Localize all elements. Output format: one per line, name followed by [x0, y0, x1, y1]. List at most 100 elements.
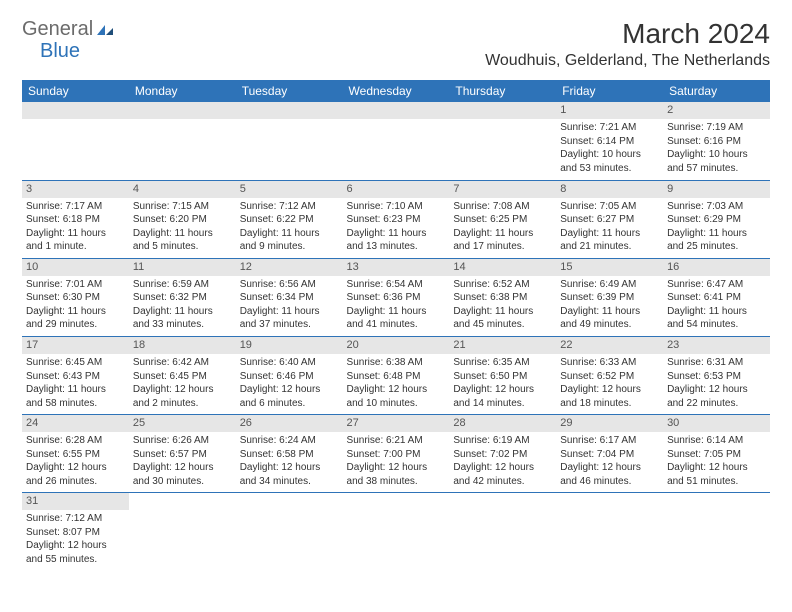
day-details: Sunrise: 7:12 AMSunset: 6:22 PMDaylight:… — [236, 198, 343, 258]
calendar-cell: 3Sunrise: 7:17 AMSunset: 6:18 PMDaylight… — [22, 180, 129, 258]
day-details: Sunrise: 6:26 AMSunset: 6:57 PMDaylight:… — [129, 432, 236, 492]
day-number: 9 — [663, 181, 770, 198]
calendar-cell: 11Sunrise: 6:59 AMSunset: 6:32 PMDayligh… — [129, 258, 236, 336]
calendar-week-row: 24Sunrise: 6:28 AMSunset: 6:55 PMDayligh… — [22, 415, 770, 493]
day-number: 20 — [343, 337, 450, 354]
calendar-cell: 6Sunrise: 7:10 AMSunset: 6:23 PMDaylight… — [343, 180, 450, 258]
weekday-header: Wednesday — [343, 80, 450, 102]
day-details: Sunrise: 6:52 AMSunset: 6:38 PMDaylight:… — [449, 276, 556, 336]
calendar-cell — [663, 493, 770, 571]
day-number: 29 — [556, 415, 663, 432]
calendar-cell: 26Sunrise: 6:24 AMSunset: 6:58 PMDayligh… — [236, 415, 343, 493]
day-number: 25 — [129, 415, 236, 432]
day-number: 12 — [236, 259, 343, 276]
day-number: 6 — [343, 181, 450, 198]
day-number: 3 — [22, 181, 129, 198]
day-details: Sunrise: 6:38 AMSunset: 6:48 PMDaylight:… — [343, 354, 450, 414]
calendar-table: SundayMondayTuesdayWednesdayThursdayFrid… — [22, 80, 770, 571]
day-number: 5 — [236, 181, 343, 198]
logo: General — [22, 18, 117, 41]
day-number: 4 — [129, 181, 236, 198]
day-number: 27 — [343, 415, 450, 432]
day-number-empty — [236, 102, 343, 119]
day-number: 16 — [663, 259, 770, 276]
day-details: Sunrise: 6:54 AMSunset: 6:36 PMDaylight:… — [343, 276, 450, 336]
day-details: Sunrise: 7:12 AMSunset: 8:07 PMDaylight:… — [22, 510, 129, 570]
logo-text-general: General — [22, 18, 93, 41]
day-details: Sunrise: 6:14 AMSunset: 7:05 PMDaylight:… — [663, 432, 770, 492]
day-number: 30 — [663, 415, 770, 432]
day-number: 10 — [22, 259, 129, 276]
day-details: Sunrise: 7:21 AMSunset: 6:14 PMDaylight:… — [556, 119, 663, 179]
day-number: 24 — [22, 415, 129, 432]
day-details: Sunrise: 6:24 AMSunset: 6:58 PMDaylight:… — [236, 432, 343, 492]
weekday-header: Monday — [129, 80, 236, 102]
day-number: 7 — [449, 181, 556, 198]
calendar-cell — [343, 102, 450, 180]
calendar-cell — [22, 102, 129, 180]
day-details: Sunrise: 6:56 AMSunset: 6:34 PMDaylight:… — [236, 276, 343, 336]
calendar-cell: 5Sunrise: 7:12 AMSunset: 6:22 PMDaylight… — [236, 180, 343, 258]
day-number: 26 — [236, 415, 343, 432]
calendar-cell — [236, 493, 343, 571]
day-number: 23 — [663, 337, 770, 354]
calendar-week-row: 17Sunrise: 6:45 AMSunset: 6:43 PMDayligh… — [22, 336, 770, 414]
day-number: 21 — [449, 337, 556, 354]
calendar-week-row: 10Sunrise: 7:01 AMSunset: 6:30 PMDayligh… — [22, 258, 770, 336]
calendar-cell: 30Sunrise: 6:14 AMSunset: 7:05 PMDayligh… — [663, 415, 770, 493]
day-number-empty — [343, 102, 450, 119]
day-number-empty — [129, 102, 236, 119]
day-details: Sunrise: 7:10 AMSunset: 6:23 PMDaylight:… — [343, 198, 450, 258]
calendar-cell: 29Sunrise: 6:17 AMSunset: 7:04 PMDayligh… — [556, 415, 663, 493]
calendar-cell: 20Sunrise: 6:38 AMSunset: 6:48 PMDayligh… — [343, 336, 450, 414]
calendar-cell: 23Sunrise: 6:31 AMSunset: 6:53 PMDayligh… — [663, 336, 770, 414]
day-details: Sunrise: 7:15 AMSunset: 6:20 PMDaylight:… — [129, 198, 236, 258]
day-details: Sunrise: 7:05 AMSunset: 6:27 PMDaylight:… — [556, 198, 663, 258]
calendar-cell — [556, 493, 663, 571]
day-number: 15 — [556, 259, 663, 276]
day-number: 22 — [556, 337, 663, 354]
day-number-empty — [449, 102, 556, 119]
day-details: Sunrise: 6:21 AMSunset: 7:00 PMDaylight:… — [343, 432, 450, 492]
calendar-week-row: 31Sunrise: 7:12 AMSunset: 8:07 PMDayligh… — [22, 493, 770, 571]
weekday-header: Sunday — [22, 80, 129, 102]
calendar-cell — [129, 102, 236, 180]
calendar-cell: 16Sunrise: 6:47 AMSunset: 6:41 PMDayligh… — [663, 258, 770, 336]
header: General March 2024 Woudhuis, Gelderland,… — [22, 18, 770, 70]
day-number: 18 — [129, 337, 236, 354]
day-number: 11 — [129, 259, 236, 276]
calendar-cell: 21Sunrise: 6:35 AMSunset: 6:50 PMDayligh… — [449, 336, 556, 414]
calendar-cell: 24Sunrise: 6:28 AMSunset: 6:55 PMDayligh… — [22, 415, 129, 493]
day-number: 2 — [663, 102, 770, 119]
day-details: Sunrise: 7:08 AMSunset: 6:25 PMDaylight:… — [449, 198, 556, 258]
day-details: Sunrise: 7:01 AMSunset: 6:30 PMDaylight:… — [22, 276, 129, 336]
calendar-cell: 18Sunrise: 6:42 AMSunset: 6:45 PMDayligh… — [129, 336, 236, 414]
day-details: Sunrise: 6:42 AMSunset: 6:45 PMDaylight:… — [129, 354, 236, 414]
day-number: 8 — [556, 181, 663, 198]
weekday-header: Thursday — [449, 80, 556, 102]
calendar-week-row: 1Sunrise: 7:21 AMSunset: 6:14 PMDaylight… — [22, 102, 770, 180]
calendar-cell — [129, 493, 236, 571]
day-details: Sunrise: 6:17 AMSunset: 7:04 PMDaylight:… — [556, 432, 663, 492]
day-number: 13 — [343, 259, 450, 276]
day-details: Sunrise: 6:33 AMSunset: 6:52 PMDaylight:… — [556, 354, 663, 414]
calendar-body: 1Sunrise: 7:21 AMSunset: 6:14 PMDaylight… — [22, 102, 770, 571]
weekday-header: Saturday — [663, 80, 770, 102]
day-details: Sunrise: 6:49 AMSunset: 6:39 PMDaylight:… — [556, 276, 663, 336]
day-details: Sunrise: 6:28 AMSunset: 6:55 PMDaylight:… — [22, 432, 129, 492]
day-number: 28 — [449, 415, 556, 432]
month-title: March 2024 — [485, 18, 770, 50]
calendar-cell: 22Sunrise: 6:33 AMSunset: 6:52 PMDayligh… — [556, 336, 663, 414]
calendar-cell: 13Sunrise: 6:54 AMSunset: 6:36 PMDayligh… — [343, 258, 450, 336]
day-number: 14 — [449, 259, 556, 276]
calendar-cell — [343, 493, 450, 571]
calendar-cell: 8Sunrise: 7:05 AMSunset: 6:27 PMDaylight… — [556, 180, 663, 258]
sail-icon — [95, 23, 115, 37]
calendar-cell: 15Sunrise: 6:49 AMSunset: 6:39 PMDayligh… — [556, 258, 663, 336]
day-details: Sunrise: 6:47 AMSunset: 6:41 PMDaylight:… — [663, 276, 770, 336]
calendar-cell: 19Sunrise: 6:40 AMSunset: 6:46 PMDayligh… — [236, 336, 343, 414]
calendar-cell: 31Sunrise: 7:12 AMSunset: 8:07 PMDayligh… — [22, 493, 129, 571]
calendar-cell: 25Sunrise: 6:26 AMSunset: 6:57 PMDayligh… — [129, 415, 236, 493]
day-number-empty — [22, 102, 129, 119]
day-details: Sunrise: 6:19 AMSunset: 7:02 PMDaylight:… — [449, 432, 556, 492]
